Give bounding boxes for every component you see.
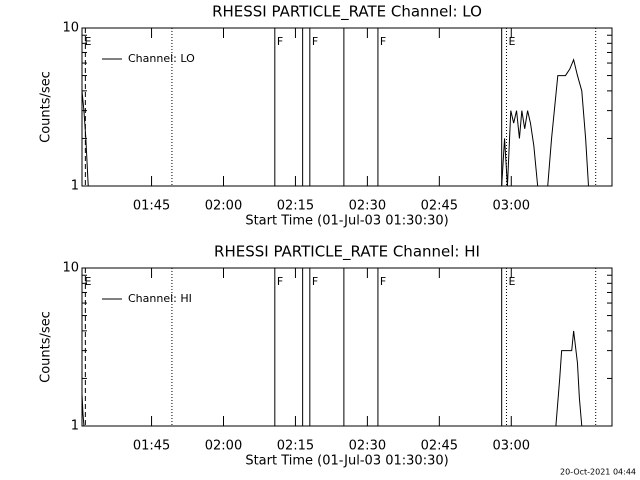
event-flag: F bbox=[380, 275, 386, 288]
event-flag: E bbox=[508, 35, 515, 48]
x-tick-label: 01:45 bbox=[133, 199, 170, 214]
event-flag: F bbox=[312, 35, 318, 48]
x-axis-title: Start Time (01-Jul-03 01:30:30) bbox=[245, 214, 448, 229]
x-tick-label: 02:00 bbox=[205, 199, 242, 214]
x-tick-label: 02:30 bbox=[349, 199, 386, 214]
y-tick-label: 10 bbox=[62, 261, 79, 276]
event-flag: F bbox=[312, 275, 318, 288]
y-tick-label: 1 bbox=[71, 179, 79, 194]
event-flag: E bbox=[84, 275, 91, 288]
event-flag: F bbox=[277, 35, 283, 48]
plot-frame bbox=[81, 27, 613, 187]
x-tick-label: 02:30 bbox=[349, 439, 386, 454]
x-tick-label: 02:45 bbox=[421, 439, 458, 454]
event-flag: F bbox=[380, 35, 386, 48]
event-flag: E bbox=[508, 275, 515, 288]
x-axis-title: Start Time (01-Jul-03 01:30:30) bbox=[245, 454, 448, 469]
x-tick-label: 03:00 bbox=[493, 199, 530, 214]
legend-label: Channel: HI bbox=[128, 292, 192, 305]
plot-frame bbox=[81, 267, 613, 427]
chart-title: RHESSI PARTICLE_RATE Channel: HI bbox=[214, 243, 480, 262]
event-flag: E bbox=[84, 35, 91, 48]
data-line bbox=[81, 330, 583, 427]
legend-label: Channel: LO bbox=[128, 52, 195, 65]
x-tick-label: 02:00 bbox=[205, 439, 242, 454]
chart-title: RHESSI PARTICLE_RATE Channel: LO bbox=[212, 3, 482, 22]
data-line bbox=[81, 58, 589, 187]
x-tick-label: 02:15 bbox=[277, 439, 314, 454]
y-tick-label: 10 bbox=[62, 21, 79, 36]
y-tick-label: 1 bbox=[71, 419, 79, 434]
x-tick-label: 01:45 bbox=[133, 439, 170, 454]
y-axis-title: Counts/sec bbox=[39, 71, 54, 143]
x-tick-label: 03:00 bbox=[493, 439, 530, 454]
y-axis-title: Counts/sec bbox=[39, 311, 54, 383]
event-flag: F bbox=[277, 275, 283, 288]
x-tick-label: 02:15 bbox=[277, 199, 314, 214]
x-tick-label: 02:45 bbox=[421, 199, 458, 214]
footer-timestamp: 20-Oct-2021 04:44 bbox=[560, 468, 636, 477]
